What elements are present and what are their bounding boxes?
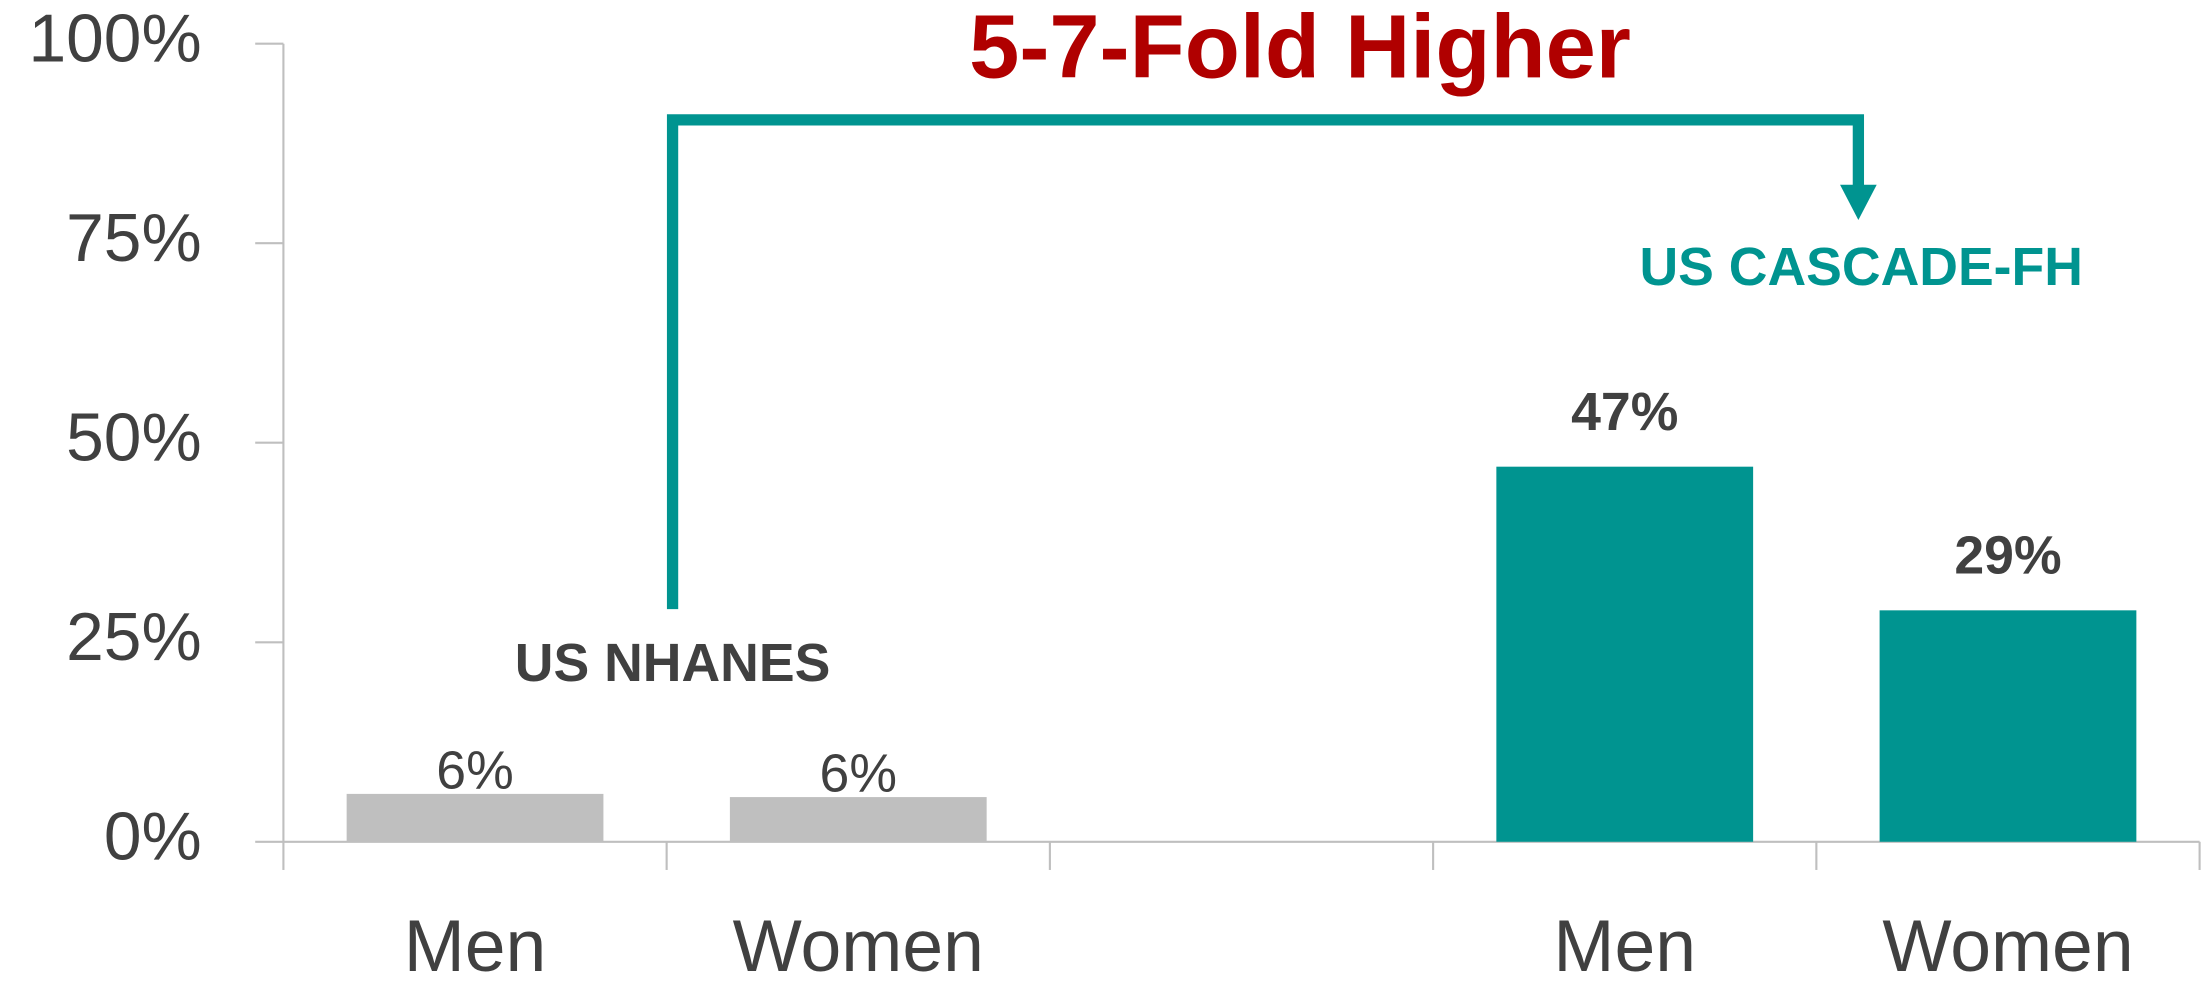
y-tick-label: 100%: [29, 2, 202, 77]
group-label: US NHANES: [515, 633, 831, 693]
value-label: 29%: [1954, 526, 2061, 586]
y-tick-label: 50%: [66, 401, 201, 476]
group-label: US CASCADE-FH: [1639, 237, 2083, 297]
value-label: 6%: [820, 743, 897, 803]
x-tick-label: Men: [404, 905, 547, 983]
x-tick-label: Men: [1553, 905, 1696, 983]
y-tick-label: 75%: [66, 201, 201, 276]
arrow-head: [1840, 184, 1877, 220]
plot-root: 5-7-Fold Higher US NHANES US CASCADE-FH …: [29, 0, 2201, 983]
bar: [1879, 610, 2137, 842]
bar: [729, 797, 987, 842]
y-tick-label: 0%: [104, 800, 202, 875]
bar: [346, 793, 604, 842]
connector: [666, 114, 1865, 610]
bar: [1496, 466, 1754, 842]
chart-title: 5-7-Fold Higher: [969, 0, 1631, 97]
value-label: 6%: [436, 740, 513, 800]
x-tick-label: Women: [1882, 905, 2133, 983]
y-tick-label: 25%: [66, 600, 201, 675]
value-label: 47%: [1571, 382, 1678, 442]
x-tick-label: Women: [733, 905, 984, 983]
